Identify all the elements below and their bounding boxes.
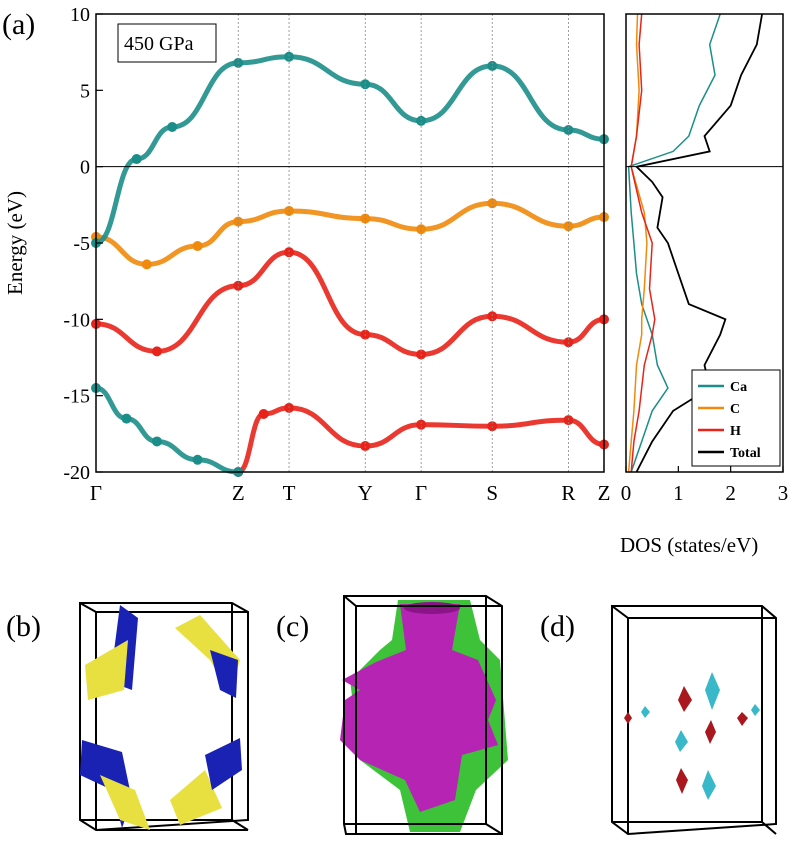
fs-c-top-opening [404, 602, 460, 614]
k-point-label: Z [598, 481, 611, 505]
fs-d-cyan-pocket-1 [705, 672, 720, 710]
band-point-H [487, 311, 498, 322]
fs-d-red-pocket-4 [737, 712, 748, 726]
fs-b-yellow-sheet-3 [100, 775, 150, 830]
band-point-Ca [131, 154, 142, 165]
k-point-label: Z [232, 481, 245, 505]
k-point-label: S [486, 481, 498, 505]
dos-xtick-label: 1 [673, 481, 684, 505]
k-point-label: Γ [90, 481, 102, 505]
dos-series-Ca [627, 13, 721, 473]
band-series-C [93, 200, 607, 267]
panel-label-c: (c) [276, 610, 309, 643]
band-ytick-label: 5 [80, 80, 90, 102]
band-ytick-label: 10 [70, 4, 90, 26]
band-point-Ca [416, 115, 427, 126]
band-ylabel: Energy (eV) [3, 191, 27, 295]
dos-xtick-label: 2 [725, 481, 736, 505]
band-point-C [192, 241, 203, 252]
k-point-label: Y [358, 481, 373, 505]
dos-series-C [627, 13, 648, 473]
band-point-Ca [167, 121, 178, 132]
band-curves [91, 51, 609, 477]
fs-b-blue-sheet-2 [210, 650, 238, 698]
band-point-H [151, 346, 162, 357]
k-point-label: R [561, 481, 575, 505]
dos-legend: Ca CH Total [691, 369, 781, 467]
band-point-Ca [360, 79, 371, 90]
band-frame [95, 13, 605, 473]
band-point-C [416, 224, 427, 235]
band-ytick-label: -15 [63, 386, 90, 408]
band-series-H [93, 249, 607, 357]
fs-d-cyan-pocket-4 [641, 706, 650, 718]
fs-d-cyan-pocket-2 [675, 730, 688, 752]
fermi-surface-c [340, 595, 508, 835]
fermi-surface-b [79, 602, 249, 832]
band-point-Ca [121, 413, 132, 424]
band-ytick-label: 0 [80, 157, 90, 179]
fs-b-yellow-sheet-1 [85, 640, 128, 700]
fs-d-cyan-pocket-5 [751, 704, 760, 716]
pressure-box [117, 23, 217, 63]
fermi-surface-d [611, 605, 777, 836]
fs-b-yellow-sheet-4 [170, 770, 222, 825]
band-point-H [284, 247, 295, 258]
band-point-Ca [151, 436, 162, 447]
band-series-Ca [93, 54, 607, 246]
band-ytick-label: -5 [73, 233, 90, 255]
band-ytick-label: -10 [63, 309, 90, 331]
fs-d-cyan-pocket-3 [702, 770, 716, 800]
band-point-H [563, 415, 574, 426]
legend-label-Ca: Ca [730, 380, 747, 395]
band-point-C [233, 216, 244, 227]
fs-d-red-pocket-3 [676, 768, 688, 794]
fs-d-red-pocket-2 [705, 720, 716, 744]
band-ytick-label: -20 [63, 462, 90, 484]
fs-c-magenta-sheet [340, 604, 498, 812]
band-series-Ca [93, 385, 241, 475]
band-point-Ca [284, 51, 295, 62]
band-point-Ca [487, 60, 498, 71]
band-point-H [233, 280, 244, 291]
band-point-H [258, 408, 269, 419]
panel-label-a: (a) [2, 8, 35, 41]
fs-b-blue-sheet-4 [205, 738, 242, 790]
legend-label-Total: Total [730, 446, 761, 461]
dos-series-H [630, 13, 656, 473]
dos-xlabel: DOS (states/eV) [620, 533, 758, 557]
fs-d-red-pocket-1 [678, 686, 692, 712]
dos-frame [625, 13, 784, 473]
pressure-label: 450 GPa [124, 33, 194, 55]
band-point-Ca [192, 454, 203, 465]
dos-xtick-label: 3 [778, 481, 789, 505]
dos-xtick-label: 0 [621, 481, 632, 505]
panel-label-d: (d) [540, 610, 575, 643]
panel-label-b: (b) [6, 610, 41, 643]
dos-plot: 0 1 2 3 Ca CH Total DOS (states/eV) [620, 13, 789, 557]
legend-label-C: C [730, 402, 740, 417]
legend-label-H: H [730, 424, 741, 439]
k-point-label: T [283, 481, 296, 505]
fs-d-red-pocket-5 [624, 712, 632, 724]
band-point-H [416, 419, 427, 430]
k-point-label: Γ [415, 481, 427, 505]
band-point-C [141, 259, 152, 270]
